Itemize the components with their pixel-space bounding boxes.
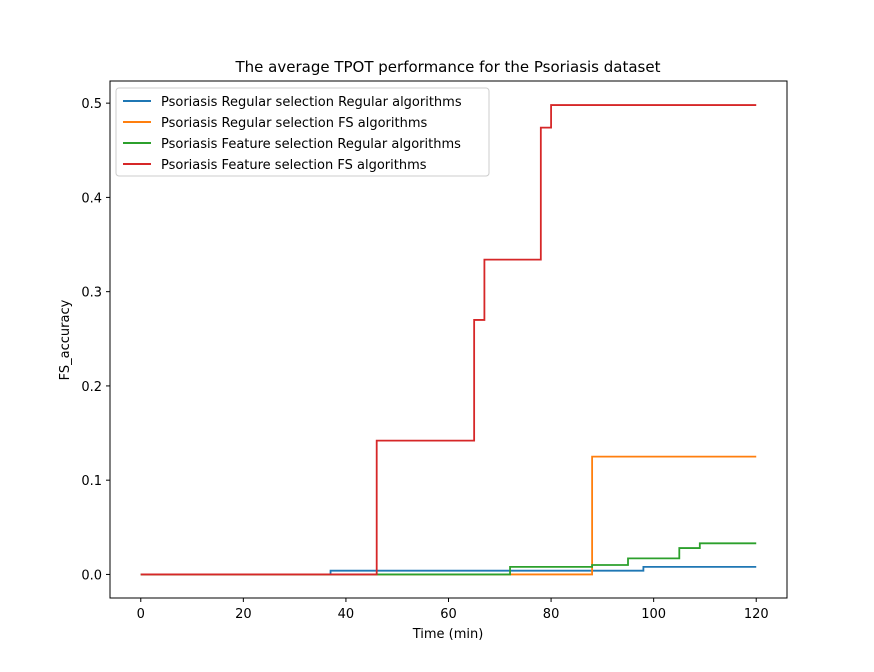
legend-box (115, 87, 490, 177)
legend-label-1: Psoriasis Regular selection Regular algo… (161, 95, 462, 110)
series-line-4 (140, 104, 757, 576)
x-tick-label: 120 (744, 607, 769, 622)
series-line-3 (140, 542, 757, 576)
x-tick-label: 80 (543, 607, 560, 622)
y-axis: 0.0 0.1 0.2 0.3 0.4 0.5 (81, 97, 110, 583)
legend-items: Psoriasis Regular selection Regular algo… (123, 95, 462, 173)
y-tick-label: 0.1 (81, 474, 102, 489)
x-tick-label: 60 (440, 607, 457, 622)
y-tick-label: 0.5 (81, 97, 102, 112)
x-tick-label: 0 (137, 607, 145, 622)
legend-label-2: Psoriasis Regular selection FS algorithm… (161, 116, 427, 131)
x-tick-label: 40 (338, 607, 355, 622)
legend-label-3: Psoriasis Feature selection Regular algo… (161, 137, 461, 152)
plot-area: 0 20 40 60 80 100 120 0.0 0.1 0.2 0.3 0.4 0.5 (81, 80, 788, 622)
x-tick-label: 100 (641, 607, 666, 622)
y-tick-label: 0.2 (81, 380, 102, 395)
series-layer (140, 104, 757, 576)
y-tick-label: 0.4 (81, 191, 102, 206)
x-axis-label: Time (min) (412, 627, 484, 642)
y-tick-label: 0.0 (81, 568, 102, 583)
x-tick-label: 20 (235, 607, 252, 622)
legend-label-4: Psoriasis Feature selection FS algorithm… (161, 158, 427, 173)
y-tick-label: 0.3 (81, 286, 102, 301)
y-axis-label: FS_accuracy (58, 299, 73, 380)
x-axis: 0 20 40 60 80 100 120 (137, 598, 769, 622)
legend: Psoriasis Regular selection Regular algo… (115, 87, 490, 177)
chart-title: The average TPOT performance for the Pso… (235, 58, 661, 76)
